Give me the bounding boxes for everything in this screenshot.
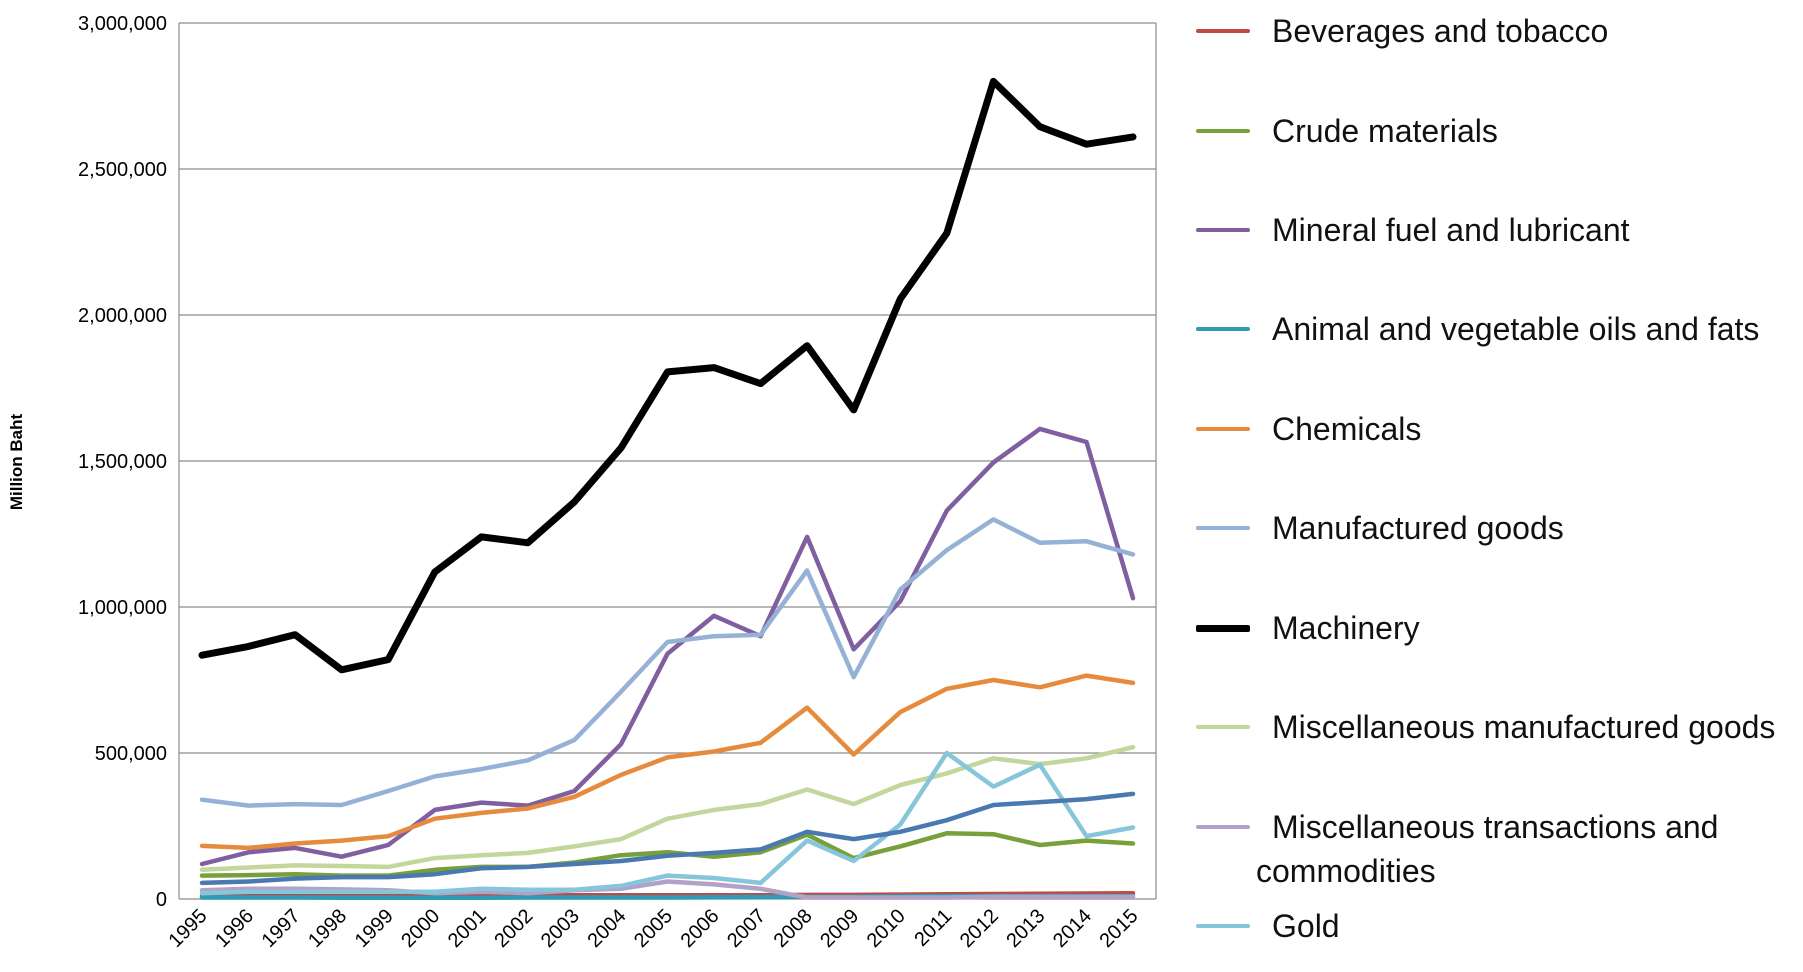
y-tick-label: 1,500,000 (78, 451, 167, 473)
series-line (198, 77, 1137, 674)
y-tick-label: 3,000,000 (78, 13, 167, 35)
x-tick-label: 2005 (630, 905, 677, 952)
x-tick-label: 2011 (910, 905, 956, 951)
legend-swatch (1196, 624, 1250, 632)
x-tick-label: 2007 (723, 905, 770, 952)
legend-label: Animal and vegetable oils and fats (1272, 311, 1760, 347)
legend-label: Machinery (1272, 610, 1420, 646)
legend-swatch (1196, 824, 1250, 830)
y-axis-title: Million Baht (7, 414, 26, 511)
x-tick-label: 1999 (351, 905, 398, 952)
series-line (199, 673, 1136, 851)
y-tick-label: 1,000,000 (78, 597, 167, 619)
x-tick-label: 2014 (1049, 905, 1096, 952)
x-tick-label: 2012 (956, 905, 1003, 952)
x-tick-label: 2010 (863, 905, 910, 952)
y-tick-label: 500,000 (95, 743, 167, 765)
legend: Beverages and tobacco Crude materials Mine… (1190, 0, 1800, 972)
legend-swatch (1196, 28, 1250, 34)
legend-swatch (1196, 525, 1250, 531)
series-line (199, 744, 1136, 873)
x-tick-label: 2003 (537, 905, 584, 952)
x-tick-label: 2008 (770, 905, 817, 952)
y-tick-label: 0 (156, 889, 167, 911)
legend-label: Crude materials (1272, 113, 1498, 149)
x-tick-label: 1995 (165, 905, 212, 952)
legend-label: Miscellaneous transactions and commoditi… (1256, 809, 1719, 889)
x-tick-label: 1997 (258, 905, 305, 952)
x-tick-label: 2006 (677, 905, 724, 952)
x-tick-label: 2002 (490, 905, 537, 952)
x-tick-label: 2000 (397, 905, 444, 952)
series-line (199, 750, 1136, 896)
legend-swatch (1196, 724, 1250, 730)
x-tick-label: 2004 (583, 905, 630, 952)
legend-label: Miscellaneous manufactured goods (1272, 709, 1776, 745)
x-tick-label: 1998 (304, 905, 351, 952)
chart: Million Baht 0 500,000 1,000,000 1,500,000 2… (7, 13, 1157, 952)
legend-label: Beverages and tobacco (1272, 13, 1609, 49)
x-tick-label: 2015 (1096, 905, 1143, 952)
legend-swatch (1196, 227, 1250, 233)
y-tick-label: 2,000,000 (78, 305, 167, 327)
x-tick-label: 2013 (1002, 905, 1049, 952)
series-line (199, 426, 1136, 867)
legend-swatch (1196, 426, 1250, 432)
legend-swatch (1196, 326, 1250, 332)
legend-label: Manufactured goods (1272, 510, 1564, 546)
x-tick-label: 1996 (211, 905, 258, 952)
x-tick-label: 2001 (444, 905, 491, 952)
legend-label: Gold (1272, 908, 1340, 944)
series-line (199, 791, 1136, 886)
x-tick-label: 2009 (816, 905, 863, 952)
legend-label: Chemicals (1272, 411, 1422, 447)
series-line (199, 517, 1136, 808)
legend-swatch (1196, 128, 1250, 134)
y-tick-label: 2,500,000 (78, 159, 167, 181)
legend-swatch (1196, 923, 1250, 929)
legend-label: Mineral fuel and lubricant (1272, 212, 1630, 248)
